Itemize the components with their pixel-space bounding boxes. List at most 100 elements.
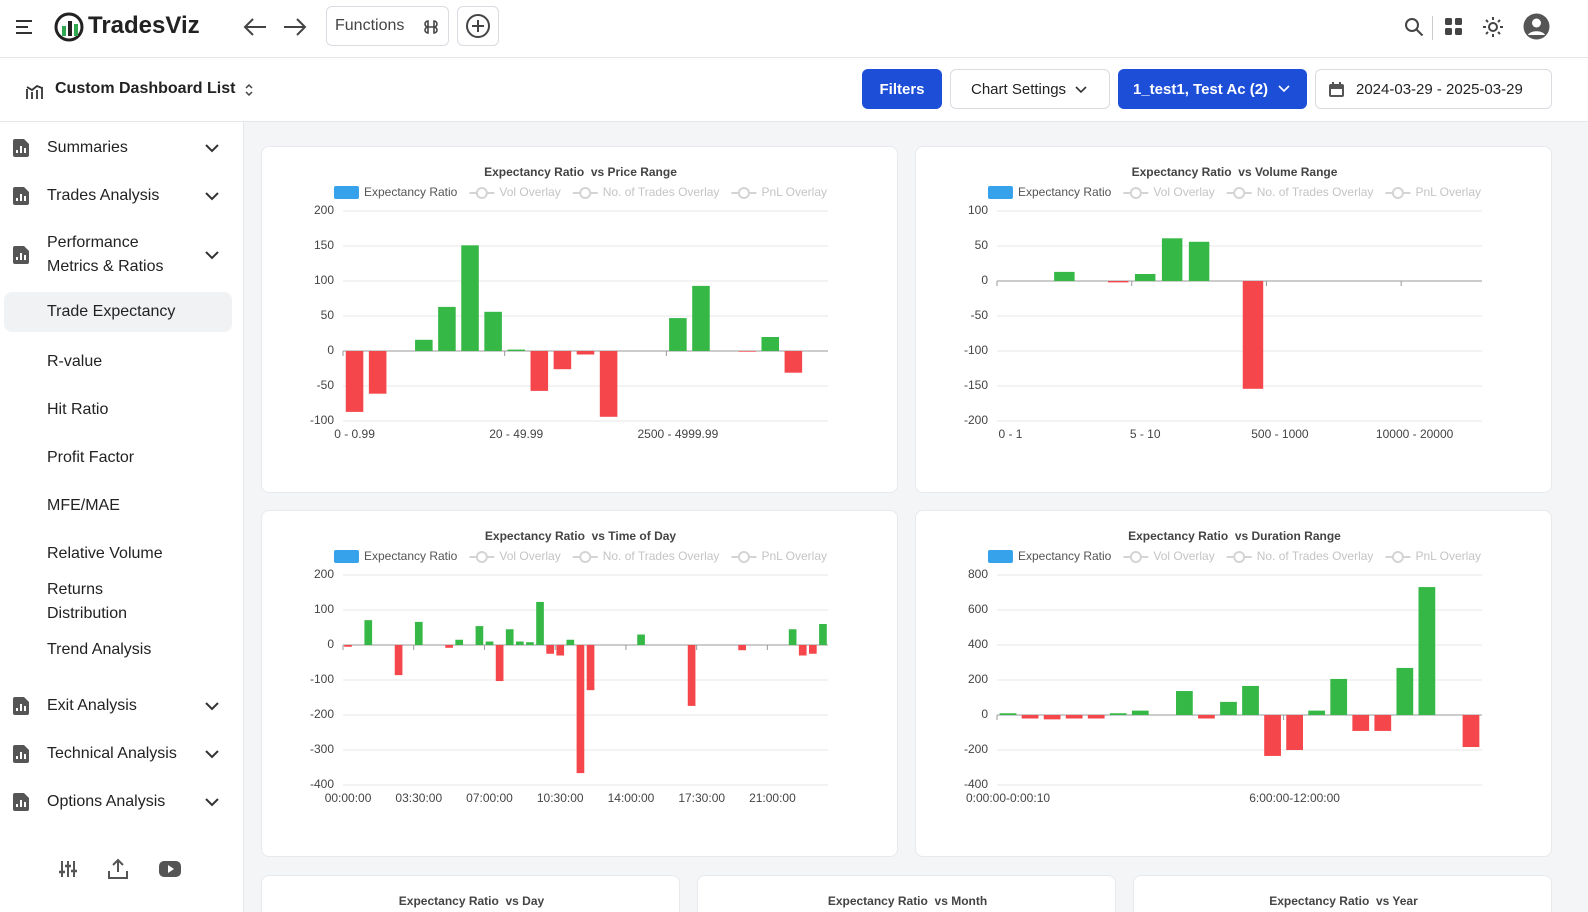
legend-item[interactable]: Vol Overlay bbox=[1123, 549, 1215, 563]
search-icon[interactable] bbox=[1404, 17, 1424, 37]
legend-label: PnL Overlay bbox=[1415, 185, 1481, 199]
chevron-shape bbox=[205, 798, 219, 807]
nav-item[interactable]: Options Analysis bbox=[4, 778, 232, 826]
bar bbox=[515, 641, 524, 645]
legend-item[interactable]: No. of Trades Overlay bbox=[572, 185, 720, 199]
nav-item[interactable]: Trend Analysis bbox=[4, 626, 232, 674]
chart: Expectancy Ratio vs Price Range Expectanc… bbox=[310, 165, 828, 441]
nav-item[interactable]: Summaries bbox=[4, 124, 232, 172]
nav-item[interactable]: Relative Volume bbox=[4, 530, 232, 578]
bar bbox=[344, 645, 352, 647]
chevron bbox=[205, 750, 219, 759]
icon-shape bbox=[16, 800, 26, 807]
user-icon[interactable] bbox=[1523, 13, 1550, 40]
chart-card: Expectancy Ratio vs Price Range Expectanc… bbox=[261, 146, 898, 493]
legend-item[interactable]: Vol Overlay bbox=[1123, 185, 1215, 199]
legend-item[interactable]: No. of Trades Overlay bbox=[1226, 549, 1374, 563]
bar bbox=[738, 351, 756, 352]
legend-label: PnL Overlay bbox=[761, 549, 827, 563]
date-range-button[interactable]: 2024-03-29 - 2025-03-29 bbox=[1315, 69, 1552, 109]
sliders-icon[interactable] bbox=[58, 860, 78, 878]
x-tick-label: 0 - 1 bbox=[998, 427, 1022, 441]
add-button[interactable] bbox=[457, 6, 499, 46]
nav-item[interactable]: Exit Analysis bbox=[4, 682, 232, 730]
bar bbox=[1418, 587, 1436, 715]
bar bbox=[1109, 713, 1127, 715]
bar bbox=[553, 351, 572, 370]
bar bbox=[507, 349, 525, 351]
legend-item[interactable]: Expectancy Ratio bbox=[333, 549, 458, 563]
account-button[interactable]: 1_test1, Test Ac (2) bbox=[1118, 69, 1307, 109]
chevron bbox=[1075, 86, 1087, 94]
nav-item[interactable]: MFE/MAE bbox=[4, 482, 232, 530]
y-tick-label: -400 bbox=[964, 777, 988, 791]
share-icon[interactable] bbox=[107, 858, 129, 880]
dashboard-icon bbox=[26, 84, 43, 99]
icon-shape bbox=[16, 752, 26, 759]
y-tick-label: -50 bbox=[971, 308, 989, 322]
forward-icon[interactable] bbox=[282, 16, 308, 38]
y-tick-label: 100 bbox=[314, 273, 334, 287]
dashboard-selector[interactable]: Custom Dashboard List bbox=[55, 80, 236, 97]
chevron-shape bbox=[205, 192, 219, 201]
bar bbox=[566, 639, 575, 645]
chart-settings-button[interactable]: Chart Settings bbox=[950, 69, 1110, 109]
bar bbox=[586, 645, 595, 691]
legend-item[interactable]: PnL Overlay bbox=[731, 549, 827, 563]
brand[interactable]: TradesViz bbox=[88, 12, 200, 39]
nav-item[interactable]: Technical Analysis bbox=[4, 730, 232, 778]
legend: Expectancy Ratio Vol Overlay No. of Trades… bbox=[333, 549, 827, 563]
x-tick-label: 21:00:00 bbox=[749, 791, 796, 805]
chevron-shape bbox=[205, 702, 219, 711]
chart-card: Expectancy Ratio vs Month bbox=[697, 875, 1116, 912]
nav-item[interactable]: Profit Factor bbox=[4, 434, 232, 482]
video-icon[interactable] bbox=[159, 860, 181, 878]
back-icon[interactable] bbox=[242, 16, 268, 38]
bar bbox=[526, 642, 534, 645]
legend-item[interactable]: Expectancy Ratio bbox=[333, 185, 458, 199]
chart-card: Expectancy Ratio vs Duration Range Expect… bbox=[915, 510, 1552, 857]
bar bbox=[1352, 715, 1370, 731]
chart-title: Expectancy Ratio vs Duration Range bbox=[1128, 529, 1341, 543]
legend-item[interactable]: Vol Overlay bbox=[469, 185, 561, 199]
legend-item[interactable]: PnL Overlay bbox=[1385, 549, 1481, 563]
y-tick-label: 400 bbox=[968, 637, 988, 651]
x-tick-label: 20 - 49.99 bbox=[489, 427, 543, 441]
nav-item[interactable]: Hit Ratio bbox=[4, 386, 232, 434]
legend-item[interactable]: Expectancy Ratio bbox=[987, 549, 1112, 563]
x-tick-label: 500 - 1000 bbox=[1251, 427, 1309, 441]
apps-icon[interactable] bbox=[1444, 17, 1464, 37]
nav-item[interactable]: Returns Distribution bbox=[4, 578, 232, 626]
legend-item[interactable]: Vol Overlay bbox=[469, 549, 561, 563]
legend-label: Vol Overlay bbox=[499, 185, 560, 199]
chart-title: Expectancy Ratio vs Volume Range bbox=[1132, 165, 1338, 179]
chart: Expectancy Ratio vs Day bbox=[399, 894, 545, 908]
nav-item[interactable]: Performance Metrics & Ratios bbox=[4, 220, 232, 290]
legend-swatch bbox=[1233, 187, 1246, 199]
functions-button[interactable]: Functions bbox=[326, 6, 449, 46]
legend-label: Expectancy Ratio bbox=[364, 185, 458, 199]
legend-item[interactable]: PnL Overlay bbox=[1385, 185, 1481, 199]
chart: Expectancy Ratio vs Year bbox=[1269, 894, 1418, 908]
legend-item[interactable]: No. of Trades Overlay bbox=[572, 549, 720, 563]
account-label: 1_test1, Test Ac (2) bbox=[1133, 80, 1269, 98]
nav-item[interactable]: R-value bbox=[4, 338, 232, 386]
x-tick-label: 6:00:00-12:00:00 bbox=[1249, 791, 1340, 805]
menu-icon[interactable] bbox=[14, 17, 34, 37]
legend-swatch bbox=[1391, 187, 1404, 199]
legend-label: No. of Trades Overlay bbox=[603, 549, 720, 563]
y-tick-label: -100 bbox=[310, 672, 334, 686]
chart-card: Expectancy Ratio vs Year bbox=[1133, 875, 1552, 912]
bar bbox=[999, 713, 1017, 715]
nav-item[interactable]: Trade Expectancy bbox=[4, 292, 232, 332]
chevron bbox=[205, 702, 219, 711]
legend-label: Vol Overlay bbox=[1153, 185, 1214, 199]
legend-item[interactable]: Expectancy Ratio bbox=[987, 185, 1112, 199]
legend-item[interactable]: No. of Trades Overlay bbox=[1226, 185, 1374, 199]
nav-item[interactable]: Trades Analysis bbox=[4, 172, 232, 220]
nav-label: Summaries bbox=[47, 139, 128, 156]
x-tick-label: 00:00:00 bbox=[325, 791, 372, 805]
legend-item[interactable]: PnL Overlay bbox=[731, 185, 827, 199]
theme-icon[interactable] bbox=[1482, 16, 1504, 38]
filters-button[interactable]: Filters bbox=[862, 69, 942, 109]
